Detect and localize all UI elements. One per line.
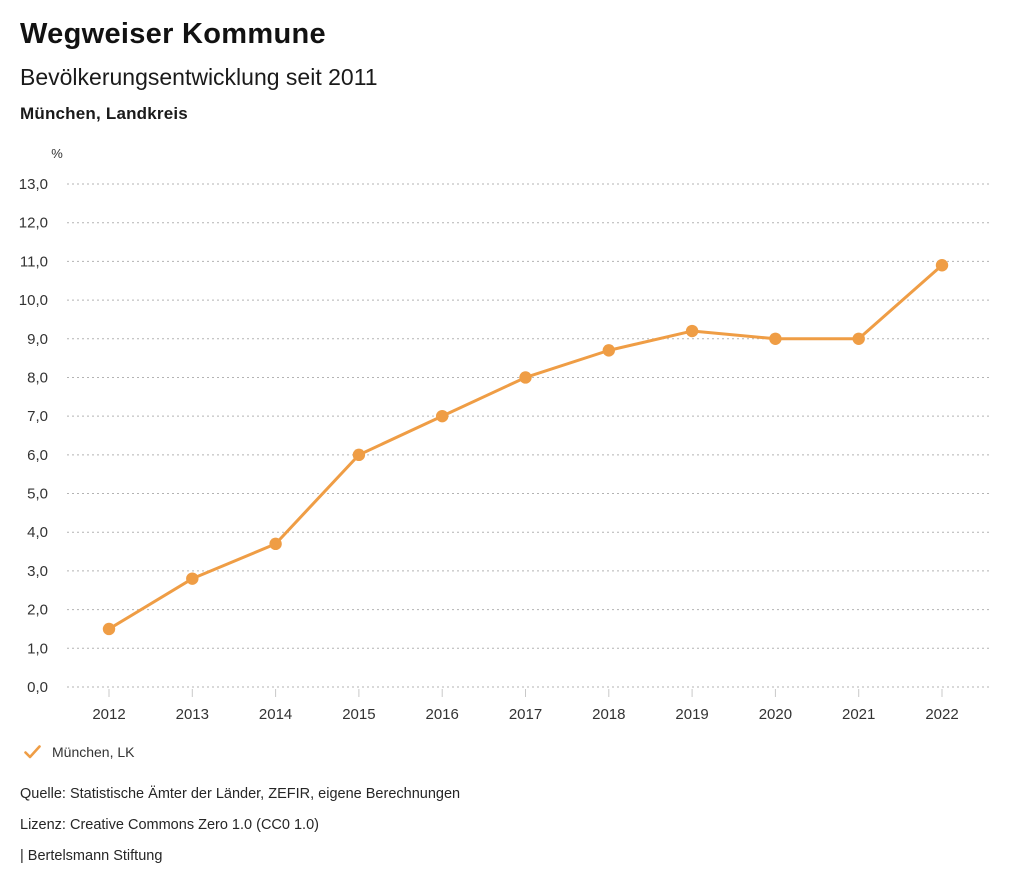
region-label: München, Landkreis <box>20 104 188 123</box>
x-tick-label: 2015 <box>342 706 375 723</box>
page-title: Wegweiser Kommune <box>20 18 326 50</box>
y-tick-label: 0,0 <box>27 679 48 696</box>
y-tick-label: 3,0 <box>27 563 48 580</box>
x-tick-label: 2021 <box>842 706 875 723</box>
legend-label: München, LK <box>52 744 135 760</box>
y-tick-label: 11,0 <box>20 253 48 270</box>
y-tick-label: 9,0 <box>27 331 48 348</box>
x-tick-label: 2013 <box>176 706 209 723</box>
x-tick-label: 2017 <box>509 706 542 723</box>
x-tick-label: 2016 <box>426 706 459 723</box>
y-tick-label: 10,0 <box>19 292 48 309</box>
data-point[interactable] <box>602 344 615 357</box>
license-text: Lizenz: Creative Commons Zero 1.0 (CC0 1… <box>20 817 319 833</box>
data-point[interactable] <box>269 537 282 551</box>
x-tick-label: 2020 <box>759 706 792 723</box>
y-tick-label: 2,0 <box>27 602 48 619</box>
data-point[interactable] <box>102 622 116 636</box>
x-tick-label: 2014 <box>259 706 292 723</box>
y-tick-label: 8,0 <box>27 369 48 386</box>
y-tick-label: 13,0 <box>19 176 48 193</box>
x-tick-label: 2019 <box>675 706 708 723</box>
data-point[interactable] <box>935 259 949 272</box>
y-tick-label: 4,0 <box>27 524 48 541</box>
data-point[interactable] <box>852 332 865 345</box>
x-tick-label: 2022 <box>925 706 958 723</box>
y-tick-label: 6,0 <box>27 447 48 464</box>
attribution-text: | Bertelsmann Stiftung <box>20 848 163 864</box>
data-point[interactable] <box>519 371 532 384</box>
y-tick-label: 5,0 <box>27 486 48 503</box>
check-icon <box>24 745 41 759</box>
chart-title: Bevölkerungsentwicklung seit 2011 <box>20 64 378 90</box>
y-tick-label: 12,0 <box>19 215 48 232</box>
data-point[interactable] <box>769 332 782 345</box>
x-tick-label: 2018 <box>592 706 625 723</box>
source-text: Quelle: Statistische Ämter der Länder, Z… <box>20 786 461 802</box>
data-point[interactable] <box>352 448 366 462</box>
data-point[interactable] <box>186 572 199 585</box>
legend-item-muenchen-lk[interactable]: München, LK <box>24 744 135 760</box>
x-tick-label: 2012 <box>92 706 125 723</box>
data-point[interactable] <box>436 409 449 423</box>
y-axis-unit-label: % <box>51 146 63 161</box>
y-tick-label: 7,0 <box>27 408 48 425</box>
data-point[interactable] <box>685 324 699 338</box>
series-line <box>107 263 944 631</box>
y-tick-label: 1,0 <box>27 640 48 657</box>
